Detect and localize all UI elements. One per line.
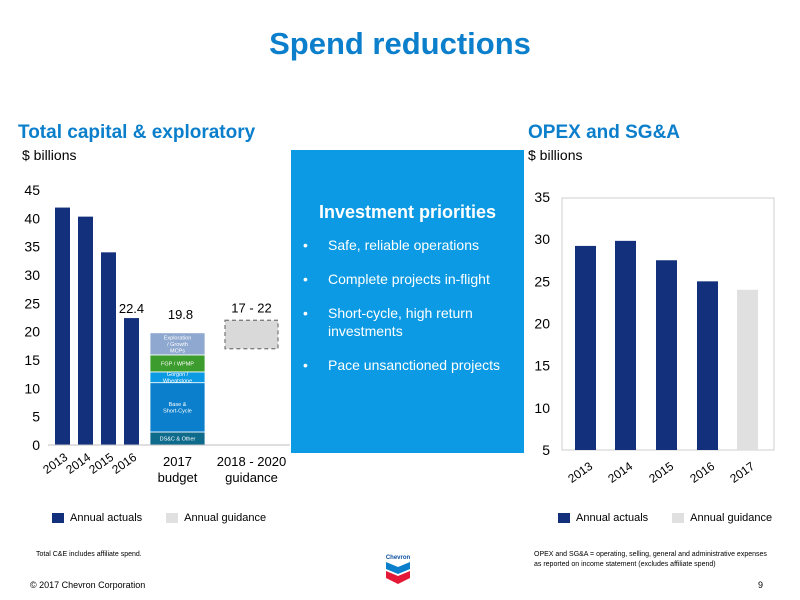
y-tick-label: 10 — [534, 400, 550, 416]
page-number: 9 — [758, 580, 764, 590]
bar — [697, 281, 718, 450]
category-label: budget — [158, 470, 198, 485]
bar — [656, 260, 677, 450]
y-tick-label: 25 — [534, 273, 550, 289]
legend-label-actuals: Annual actuals — [70, 512, 143, 524]
y-tick-label: 5 — [542, 442, 550, 458]
priority-item: Short-cycle, high return investments — [303, 304, 521, 340]
segment-label: Gorgon / Wheatstone — [163, 372, 192, 385]
bar — [78, 216, 93, 445]
y-tick-label: 40 — [24, 210, 40, 226]
page-title: Spend reductions — [269, 26, 531, 61]
investment-priorities-title: Investment priorities — [318, 202, 497, 222]
y-tick-label: 35 — [24, 239, 40, 255]
y-tick-label: 20 — [24, 324, 40, 340]
chevron-logo-icon: Chevron — [386, 555, 411, 584]
x-tick-label: 2015 — [646, 459, 676, 486]
bar — [55, 207, 70, 445]
y-tick-label: 15 — [24, 352, 40, 368]
bar — [124, 318, 139, 445]
left-legend: Annual actuals Annual guidance — [52, 512, 266, 524]
bar — [615, 240, 636, 450]
legend-label-guidance: Annual guidance — [184, 512, 267, 524]
bar — [101, 252, 116, 445]
right-section-title: OPEX and SG&A — [528, 122, 681, 143]
copyright-text: © 2017 Chevron Corporation — [30, 580, 146, 590]
x-tick-label: 2014 — [605, 459, 635, 486]
y-tick-label: 0 — [32, 437, 40, 453]
y-tick-label: 20 — [534, 316, 550, 332]
investment-priorities-box: Investment priorities Safe, reliable ope… — [291, 150, 524, 453]
y-tick-label: 25 — [24, 295, 40, 311]
segment-label: FGP / WPMP — [161, 361, 194, 367]
priority-item: Pace unsanctioned projects — [303, 356, 521, 374]
x-tick-label: 2017 — [727, 459, 757, 486]
y-tick-label: 30 — [24, 267, 40, 283]
category-label: 2017 — [163, 454, 192, 469]
y-tick-label: 15 — [534, 358, 550, 374]
right-legend: Annual actuals Annual guidance — [558, 512, 772, 524]
data-label: 19.8 — [168, 307, 193, 322]
segment-label: Exploration / Growth MCPs — [164, 335, 192, 354]
bar — [575, 245, 596, 450]
stacked-segment — [149, 382, 206, 433]
y-tick-label: 5 — [32, 409, 40, 425]
data-label: 17 - 22 — [231, 300, 271, 315]
x-tick-label: 2016 — [687, 459, 717, 486]
category-label: guidance — [225, 470, 278, 485]
left-units-label: $ billions — [22, 147, 77, 163]
footnote-right: OPEX and SG&A = operating, selling, gene… — [534, 551, 767, 568]
svg-text:Chevron: Chevron — [386, 555, 411, 561]
segment-label: DS&C & Other — [160, 436, 196, 442]
y-tick-label: 30 — [534, 231, 550, 247]
category-label: 2018 - 2020 — [217, 454, 286, 469]
legend-label-actuals: Annual actuals — [576, 512, 649, 524]
legend-swatch-guidance — [166, 513, 179, 523]
x-tick-label: 2013 — [565, 459, 595, 486]
segment-label: Base & Short-Cycle — [163, 402, 192, 415]
guidance-range-box — [224, 319, 279, 350]
priority-item: Safe, reliable operations — [303, 236, 521, 254]
stacked-segment — [149, 332, 206, 356]
left-section-title: Total capital & exploratory — [18, 122, 256, 143]
bar — [737, 289, 758, 450]
y-tick-label: 35 — [534, 189, 550, 205]
legend-swatch-actual — [558, 513, 570, 523]
investment-priorities-list: Safe, reliable operations Complete proje… — [303, 236, 521, 390]
legend-label-guidance: Annual guidance — [690, 512, 773, 524]
priority-item: Complete projects in-flight — [303, 270, 521, 288]
right-units-label: $ billions — [528, 147, 583, 163]
y-tick-label: 10 — [24, 380, 40, 396]
legend-swatch-actual — [52, 513, 64, 523]
y-tick-label: 45 — [24, 182, 40, 198]
footnote-left: Total C&E includes affiliate spend. — [36, 551, 142, 558]
data-label: 22.4 — [119, 301, 144, 316]
legend-swatch-guidance — [672, 513, 685, 523]
